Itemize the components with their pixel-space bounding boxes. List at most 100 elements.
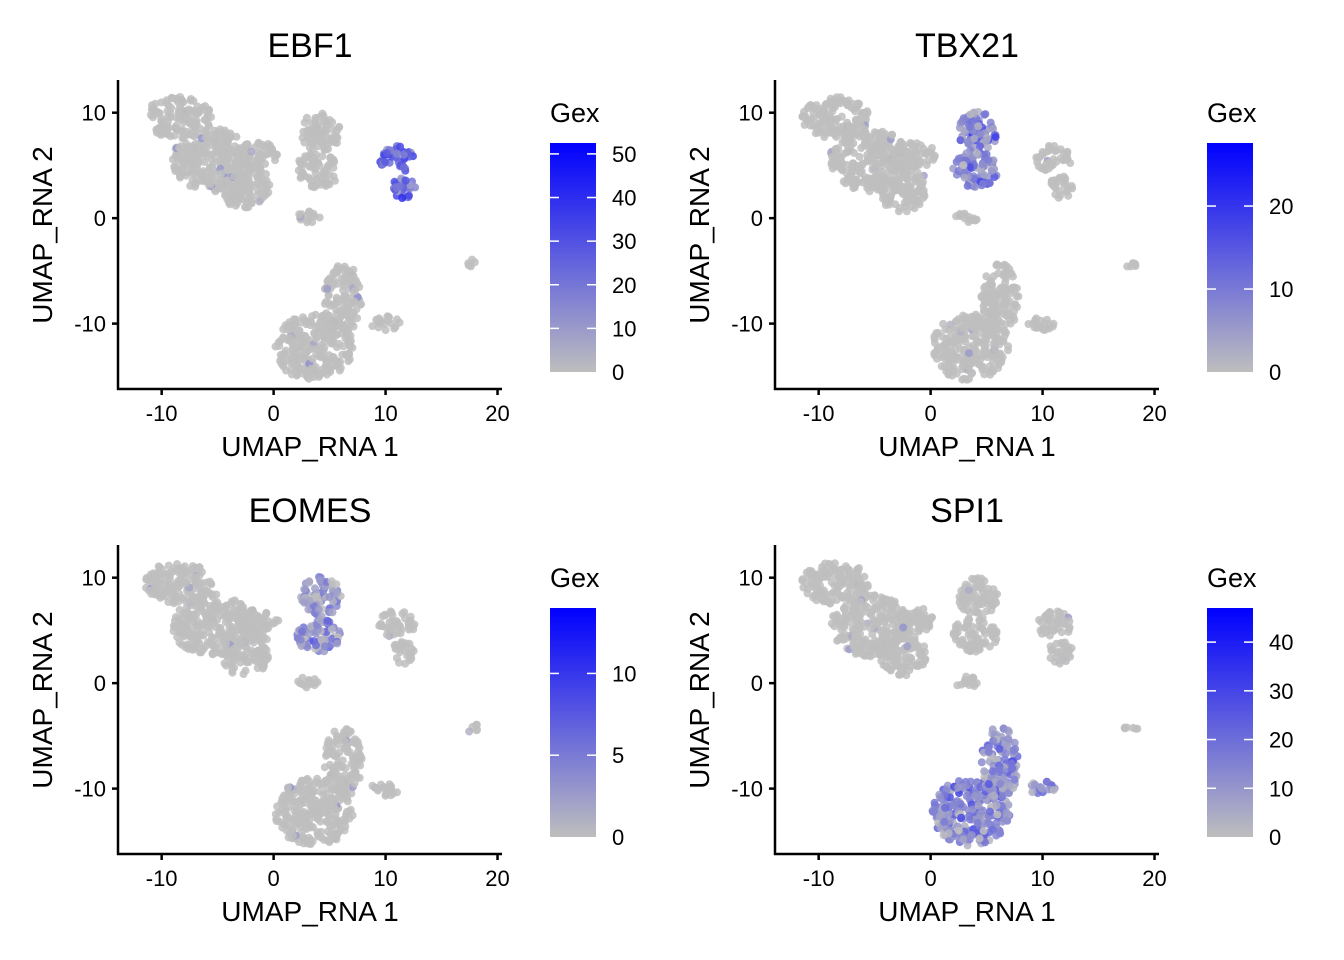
cell-point (345, 307, 354, 316)
cell-point (982, 136, 991, 145)
cell-point (180, 562, 189, 571)
points (798, 93, 1140, 384)
cell-point (326, 332, 335, 341)
cell-point (992, 831, 1001, 840)
cell-point (315, 370, 324, 379)
cell-point (936, 793, 945, 802)
cell-point (323, 135, 332, 144)
cell-point (336, 363, 345, 372)
cell-point (963, 181, 972, 190)
cell-point (880, 173, 889, 182)
cell-point (217, 177, 226, 186)
cell-point (390, 324, 399, 333)
cell-point (833, 582, 842, 591)
cell-point (322, 309, 331, 318)
cell-point (193, 616, 202, 625)
cell-point (844, 101, 852, 110)
cell-point (898, 189, 907, 198)
cell-point (192, 159, 200, 168)
cell-point (864, 645, 873, 654)
x-tick-label: 0 (267, 401, 279, 426)
cell-point (895, 204, 904, 212)
cell-point (149, 113, 157, 122)
cell-point (840, 605, 849, 614)
cell-point (333, 639, 342, 648)
cell-point (340, 771, 349, 780)
cell-point (894, 635, 903, 644)
cell-point (999, 261, 1008, 270)
cell-point (350, 779, 359, 788)
cell-point (315, 787, 324, 796)
cell-point (386, 607, 395, 616)
cell-point (309, 823, 317, 832)
cell-point (845, 595, 854, 604)
cell-point (213, 141, 222, 150)
panel-title: TBX21 (915, 27, 1019, 65)
cell-point (954, 154, 963, 163)
cell-point (332, 752, 341, 761)
cell-point (392, 654, 401, 662)
cell-point (352, 736, 361, 745)
cell-point (204, 120, 213, 129)
cell-point (990, 290, 999, 299)
cell-point (382, 149, 391, 158)
cell-point (298, 627, 306, 636)
cell-point (202, 578, 211, 587)
cell-point (336, 307, 344, 315)
cell-point (191, 575, 200, 584)
cell-point (297, 679, 306, 688)
cell-point (904, 657, 912, 666)
cell-point (354, 755, 363, 764)
cell-point (235, 157, 244, 166)
cell-point (972, 679, 981, 688)
cell-point (300, 138, 309, 147)
cell-point (996, 318, 1005, 327)
cell-point (809, 114, 818, 123)
cell-point (305, 577, 314, 586)
cell-point (313, 810, 322, 819)
cell-point (886, 644, 895, 653)
cell-point (954, 315, 963, 324)
cell-point (941, 803, 949, 812)
cell-point (184, 645, 193, 654)
cell-point (228, 668, 237, 677)
cell-point (307, 371, 316, 379)
cell-point (393, 788, 401, 797)
cell-point (195, 151, 204, 160)
cell-point (960, 126, 969, 135)
cell-point (944, 348, 953, 357)
cell-point (300, 585, 309, 594)
cell-point (992, 325, 1001, 334)
cell-point (195, 563, 204, 572)
cell-point (999, 301, 1008, 310)
cell-point (279, 325, 288, 334)
cell-point (867, 610, 876, 619)
cell-point (1047, 176, 1056, 185)
cell-point (465, 727, 474, 736)
cell-point (870, 128, 879, 137)
cell-point (1059, 172, 1068, 181)
cell-point (293, 341, 302, 350)
cell-point (327, 625, 336, 633)
cell-point (966, 593, 975, 602)
cell-point (232, 132, 241, 141)
cell-point (216, 125, 225, 134)
cell-point (953, 620, 962, 629)
cell-point (954, 783, 963, 792)
cell-point (192, 596, 201, 605)
cell-point (817, 595, 826, 603)
colorbar-tick-label: 10 (612, 316, 636, 341)
cell-point (844, 121, 853, 130)
cell-point (1068, 184, 1077, 193)
cell-point (324, 736, 333, 745)
cell-point (154, 108, 163, 117)
cell-point (1006, 302, 1014, 311)
cell-point (854, 584, 863, 593)
cell-point (217, 183, 226, 192)
cell-point (272, 616, 280, 625)
cell-point (803, 585, 812, 593)
cell-point (341, 325, 349, 334)
cell-point (985, 179, 994, 187)
cell-point (343, 318, 352, 327)
